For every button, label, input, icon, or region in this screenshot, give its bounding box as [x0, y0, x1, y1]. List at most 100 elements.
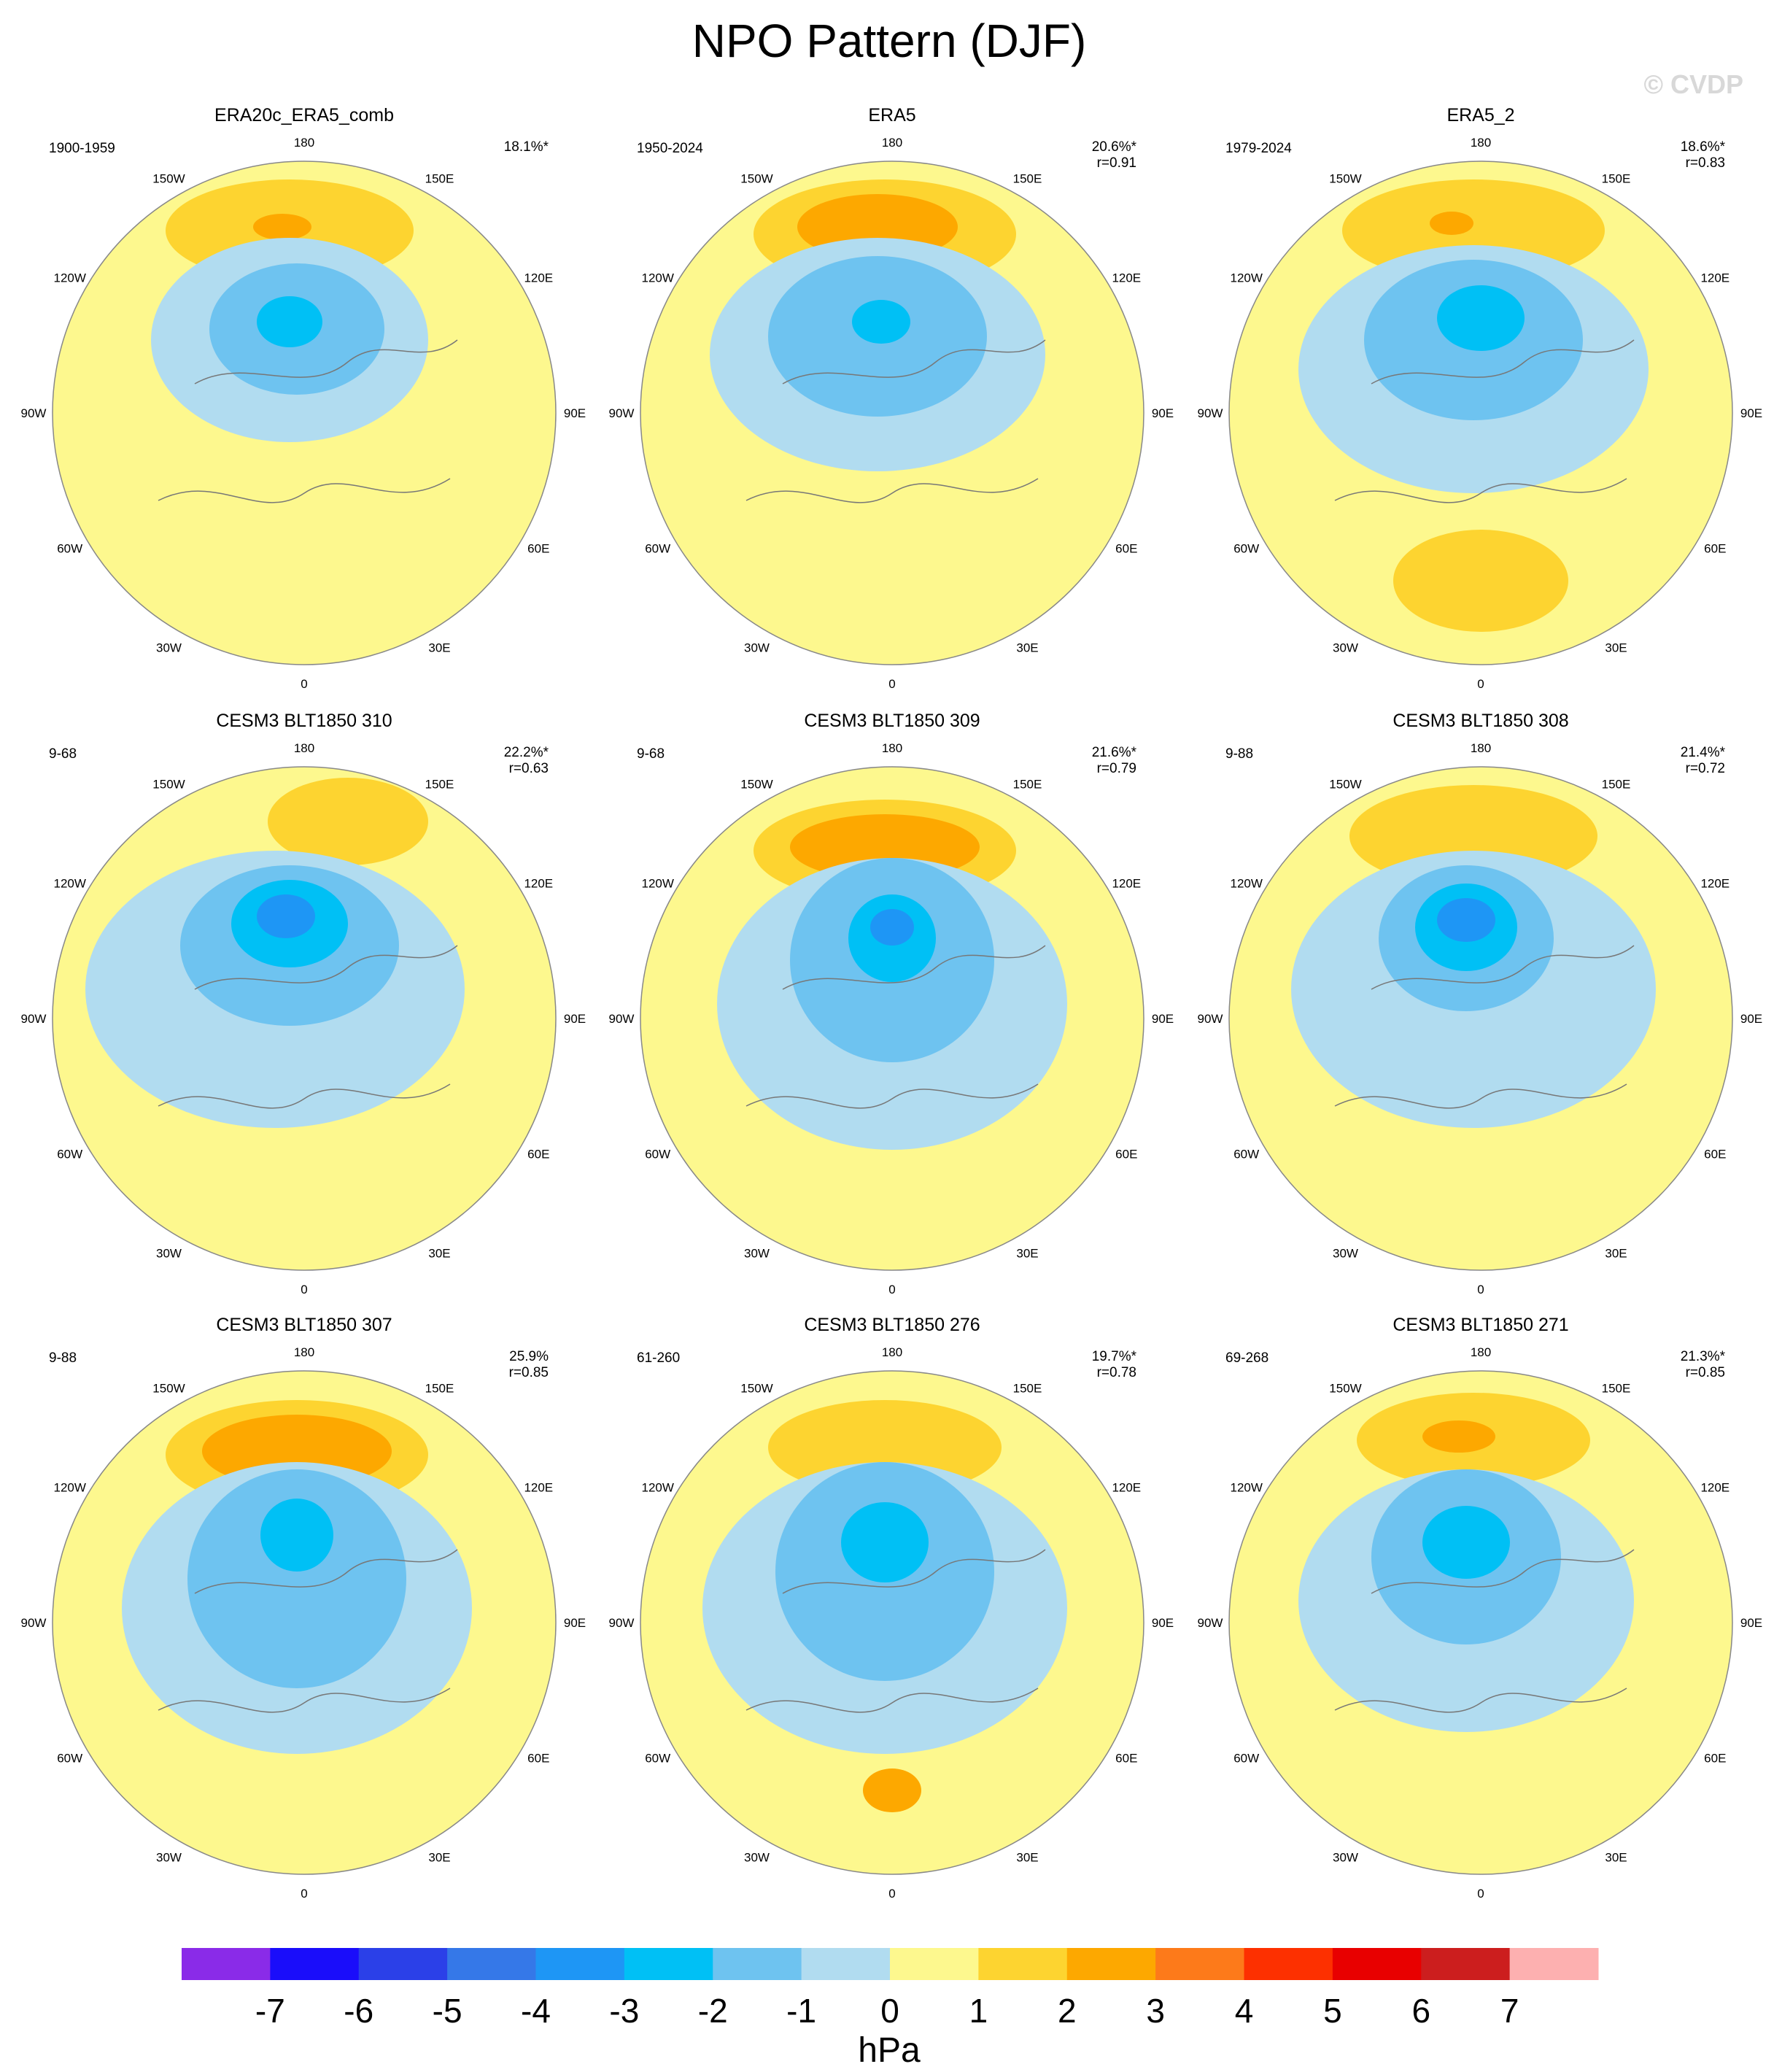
- panel-title: ERA20c_ERA5_comb: [214, 105, 394, 125]
- longitude-label: 60W: [645, 542, 670, 556]
- coastline: [158, 339, 458, 503]
- longitude-label: 90E: [1740, 406, 1762, 420]
- coastline: [158, 1549, 458, 1713]
- longitude-label: 30E: [428, 1246, 450, 1260]
- colorbar-swatch: [1509, 1948, 1599, 1980]
- longitude-label: 120W: [641, 271, 673, 285]
- polar-map: [1228, 766, 1733, 1271]
- longitude-label: 30E: [1605, 641, 1627, 654]
- colorbar-swatch: [447, 1948, 536, 1980]
- panel-variance: 25.9%: [509, 1349, 549, 1364]
- longitude-label: 150E: [1602, 778, 1631, 792]
- longitude-label: 60E: [1115, 1752, 1137, 1766]
- map-panel: 180 150E 120E 90E 60E 30E 0 30W 60W 90W 120W 150W ER…: [1198, 105, 1763, 691]
- map-border: [640, 161, 1144, 665]
- panel-correlation: r=0.79: [1097, 761, 1136, 776]
- negative-anomaly-region: [260, 1499, 333, 1572]
- positive-anomaly-region: [1393, 530, 1568, 632]
- longitude-label: 150W: [152, 778, 185, 792]
- panel-variance: 21.6%*: [1092, 745, 1137, 760]
- panel-years: 1950-2024: [637, 141, 703, 156]
- longitude-label: 180: [1471, 1345, 1491, 1359]
- longitude-label: 150E: [1013, 172, 1042, 186]
- colorbar-tick-label: -2: [698, 1992, 728, 2030]
- panel-years: 9-68: [637, 746, 665, 762]
- longitude-label: 180: [1471, 741, 1491, 755]
- map-border: [1228, 766, 1733, 1271]
- panel-correlation: r=0.72: [1686, 761, 1725, 776]
- longitude-label: 60E: [1115, 542, 1137, 556]
- longitude-label: 30E: [428, 1850, 450, 1864]
- figure-title: NPO Pattern (DJF): [692, 15, 1087, 67]
- longitude-label: 120E: [524, 1481, 553, 1495]
- longitude-label: 180: [294, 741, 314, 755]
- panel-title: CESM3 BLT1850 271: [1393, 1315, 1568, 1335]
- longitude-label: 30W: [1333, 1850, 1358, 1864]
- map-border: [52, 766, 557, 1271]
- longitude-label: 90W: [1198, 406, 1223, 420]
- longitude-label: 30W: [744, 1850, 770, 1864]
- map-panel: 180 150E 120E 90E 60E 30E 0 30W 60W 90W 120W 150W CE…: [1198, 711, 1763, 1296]
- longitude-label: 180: [882, 1345, 902, 1359]
- colorbar-swatch: [1155, 1948, 1244, 1980]
- colorbar-tick-label: -1: [786, 1992, 816, 2030]
- longitude-label: 60E: [527, 542, 549, 556]
- panel-correlation: r=0.85: [509, 1365, 549, 1380]
- coastline: [745, 339, 1046, 503]
- longitude-label: 150E: [1013, 778, 1042, 792]
- negative-anomaly-region: [1437, 285, 1525, 351]
- longitude-label: 150W: [740, 778, 772, 792]
- longitude-label: 150W: [740, 1382, 772, 1396]
- polar-map: [52, 766, 557, 1271]
- colorbar-swatch: [1066, 1948, 1156, 1980]
- longitude-label: 60W: [1233, 542, 1259, 556]
- longitude-label: 30E: [428, 641, 450, 654]
- longitude-label: 30E: [1016, 1850, 1038, 1864]
- colorbar-tick-label: 7: [1500, 1992, 1519, 2030]
- negative-anomaly-region: [257, 894, 315, 938]
- longitude-label: 120E: [1112, 1481, 1141, 1495]
- longitude-label: 120E: [1700, 271, 1730, 285]
- longitude-label: 60E: [527, 1148, 549, 1161]
- panel-grid: 180 150E 120E 90E 60E 30E 0 30W 60W 90W 120W 150W ER…: [21, 105, 1763, 1901]
- map-panel: 180 150E 120E 90E 60E 30E 0 30W 60W 90W 120W 150W CE…: [21, 1315, 586, 1901]
- polar-map: [640, 1370, 1144, 1875]
- coastline: [1334, 945, 1635, 1109]
- negative-anomaly-region: [841, 1502, 929, 1582]
- longitude-label: 60W: [645, 1148, 670, 1161]
- panel-variance: 18.6%*: [1681, 139, 1726, 155]
- longitude-label: 90E: [1740, 1616, 1762, 1630]
- longitude-label: 120E: [1112, 877, 1141, 891]
- colorbar-tick-label: 6: [1411, 1992, 1430, 2030]
- panel-years: 61-260: [637, 1350, 680, 1366]
- longitude-label: 180: [294, 136, 314, 150]
- longitude-label: 150W: [152, 172, 185, 186]
- longitude-label: 0: [888, 1283, 895, 1296]
- map-border: [640, 766, 1144, 1271]
- panel-title: ERA5_2: [1446, 105, 1514, 125]
- map-panel: 180 150E 120E 90E 60E 30E 0 30W 60W 90W 120W 150W CE…: [1198, 1315, 1763, 1901]
- colorbar-tick-label: -4: [521, 1992, 551, 2030]
- longitude-label: 0: [1477, 677, 1484, 691]
- panel-variance: 21.3%*: [1681, 1349, 1726, 1364]
- longitude-label: 60W: [1233, 1752, 1259, 1766]
- polar-map: [640, 161, 1144, 665]
- longitude-label: 90W: [609, 406, 635, 420]
- panel-variance: 20.6%*: [1092, 139, 1137, 155]
- positive-anomaly-region: [253, 214, 311, 240]
- longitude-label: 0: [888, 677, 895, 691]
- longitude-label: 150W: [1329, 1382, 1361, 1396]
- colorbar-unit: hPa: [858, 2031, 921, 2070]
- colorbar-tick-label: -6: [344, 1992, 373, 2030]
- colorbar-tick-label: -7: [255, 1992, 285, 2030]
- colorbar-swatch: [978, 1948, 1068, 1980]
- negative-anomaly-region: [852, 300, 910, 344]
- colorbar-swatch: [801, 1948, 891, 1980]
- colorbar-swatch: [358, 1948, 448, 1980]
- longitude-label: 30W: [156, 1850, 182, 1864]
- longitude-label: 120E: [1112, 271, 1141, 285]
- panel-correlation: r=0.63: [509, 761, 549, 776]
- longitude-label: 30W: [156, 641, 182, 654]
- panel-years: 1900-1959: [49, 141, 115, 156]
